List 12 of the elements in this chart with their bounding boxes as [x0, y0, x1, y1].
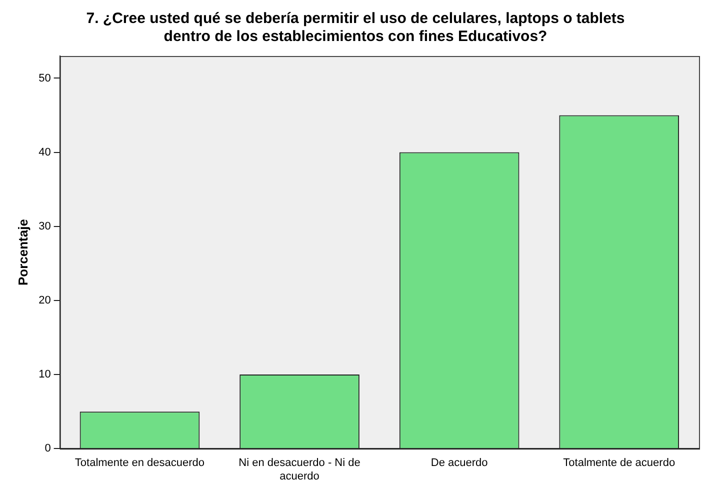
x-tick-label: Totalmente en desacuerdo [74, 457, 205, 470]
y-tick-label: 30 [38, 220, 51, 232]
y-axis-title: Porcentaje [15, 219, 30, 286]
x-tick-label: Ni en desacuerdo - Ni de acuerdo [238, 457, 360, 482]
y-tick-label: 40 [38, 146, 51, 158]
x-tick-label: De acuerdo [430, 457, 488, 470]
chart-title: 7. ¿Cree usted qué se debería permitir el uso de celulares, laptops o tablets dentro de los establecimientos con fines Educativos? [86, 10, 625, 46]
x-tick-label: Totalmente de acuerdo [563, 457, 676, 470]
y-tick-label: 50 [38, 72, 51, 84]
y-tick-label: 20 [38, 294, 51, 306]
y-tick-label: 10 [38, 368, 51, 381]
y-tick-label: 0 [44, 442, 51, 455]
